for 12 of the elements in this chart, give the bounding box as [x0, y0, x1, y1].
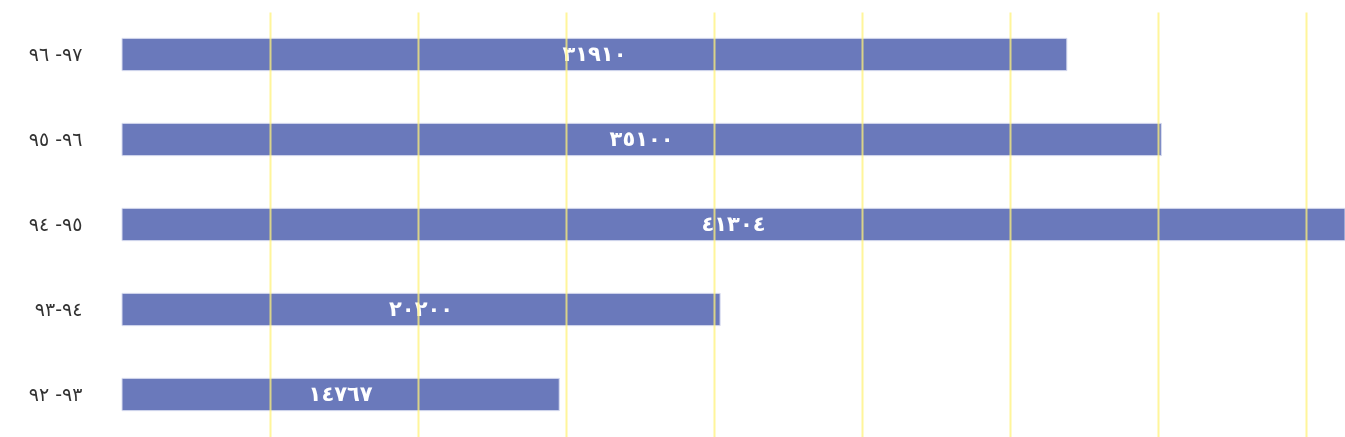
data-label: ٣٥١٠٠: [609, 126, 674, 151]
y-tick-label: ٩٤-٩٣: [34, 297, 83, 320]
y-tick-label: ٩٥- ٩٤: [28, 212, 83, 235]
y-tick-label: ٩٧- ٩٦: [28, 42, 83, 65]
bar: [121, 207, 1345, 242]
bar: [121, 122, 1162, 157]
bar: [121, 377, 560, 412]
data-label: ١٤٧٦٧: [308, 381, 373, 406]
y-tick-label: ٩٦- ٩٥: [28, 127, 83, 150]
bar: [121, 292, 721, 327]
y-tick-label: ٩٣- ٩٢: [28, 382, 83, 405]
bar: [121, 37, 1068, 72]
